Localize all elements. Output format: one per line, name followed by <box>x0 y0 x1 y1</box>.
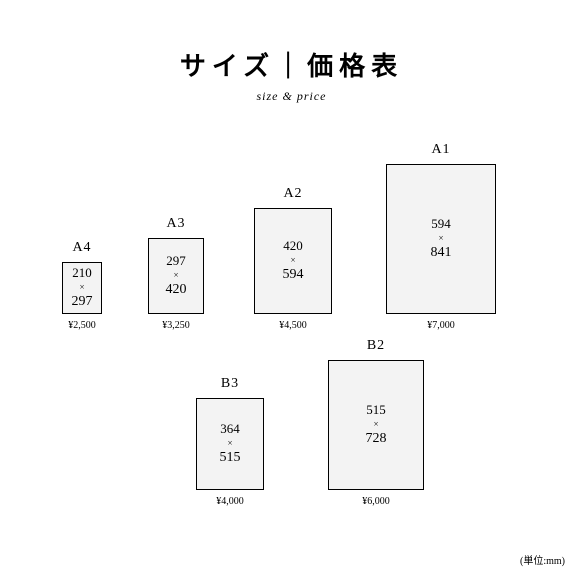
card-b3-price: ¥4,000 <box>196 496 264 507</box>
card-a3-price: ¥3,250 <box>148 320 204 331</box>
card-b3-height: 515 <box>220 450 241 465</box>
card-b2-width: 515 <box>366 403 386 417</box>
size-price-chart: サイズ｜価格表 size & price A4 210 × 297 ¥2,500… <box>0 0 583 583</box>
card-a2-price: ¥4,500 <box>254 320 332 331</box>
card-a3-height: 420 <box>166 282 187 297</box>
card-a1-height: 841 <box>431 245 452 260</box>
card-a3-width: 297 <box>166 254 186 268</box>
card-b2-height: 728 <box>366 431 387 446</box>
heading-block: サイズ｜価格表 size & price <box>0 0 583 104</box>
card-b3-width: 364 <box>220 422 240 436</box>
card-a2-width: 420 <box>283 239 303 253</box>
card-a2-height: 594 <box>283 267 304 282</box>
card-b3-name: B3 <box>196 376 264 392</box>
card-a2: A2 420 × 594 ¥4,500 <box>254 186 332 331</box>
chart-subtitle: size & price <box>0 89 583 104</box>
times-icon: × <box>438 234 443 244</box>
card-a4-name: A4 <box>62 240 102 256</box>
card-a1-width: 594 <box>431 217 451 231</box>
times-icon: × <box>173 271 178 281</box>
unit-note: (単位:mm) <box>520 552 565 567</box>
times-icon: × <box>290 256 295 266</box>
card-a3-rect: 297 × 420 <box>148 238 204 314</box>
card-b3: B3 364 × 515 ¥4,000 <box>196 376 264 507</box>
card-b3-rect: 364 × 515 <box>196 398 264 490</box>
times-icon: × <box>79 283 84 293</box>
card-a3: A3 297 × 420 ¥3,250 <box>148 216 204 331</box>
card-a4-rect: 210 × 297 <box>62 262 102 314</box>
card-a4-height: 297 <box>72 294 93 309</box>
card-a3-name: A3 <box>148 216 204 232</box>
card-a4: A4 210 × 297 ¥2,500 <box>62 240 102 331</box>
times-icon: × <box>227 439 232 449</box>
card-a2-name: A2 <box>254 186 332 202</box>
chart-title: サイズ｜価格表 <box>0 46 583 83</box>
card-b2-rect: 515 × 728 <box>328 360 424 490</box>
card-a1-price: ¥7,000 <box>386 320 496 331</box>
card-b2: B2 515 × 728 ¥6,000 <box>328 338 424 507</box>
card-a1-rect: 594 × 841 <box>386 164 496 314</box>
card-a1-name: A1 <box>386 142 496 158</box>
card-b2-name: B2 <box>328 338 424 354</box>
card-a2-rect: 420 × 594 <box>254 208 332 314</box>
times-icon: × <box>373 420 378 430</box>
card-b2-price: ¥6,000 <box>328 496 424 507</box>
card-a1: A1 594 × 841 ¥7,000 <box>386 142 496 331</box>
card-a4-width: 210 <box>72 266 92 280</box>
card-a4-price: ¥2,500 <box>62 320 102 331</box>
